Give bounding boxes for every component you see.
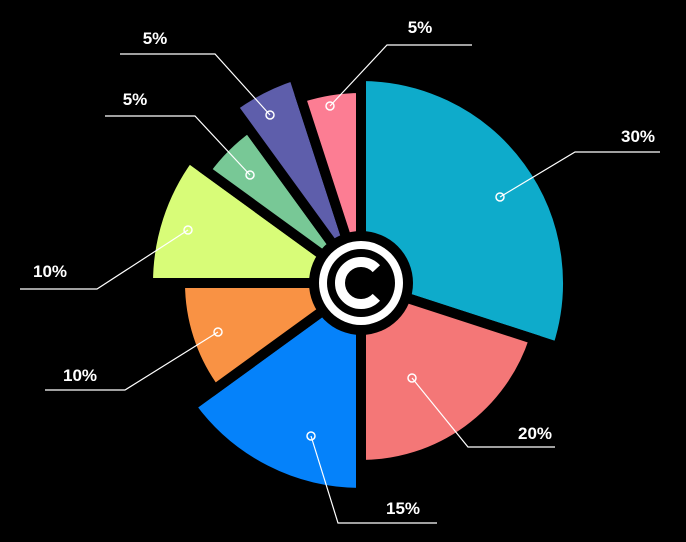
- leader-dot: [407, 373, 417, 383]
- slice-label: 5%: [143, 29, 168, 48]
- pie-slice: [356, 276, 541, 471]
- leader-dot: [265, 110, 275, 120]
- pie-slice: [142, 150, 377, 288]
- pie-slice: [184, 273, 366, 499]
- leader-line: [120, 53, 271, 116]
- copyright-logo-icon: [309, 231, 413, 335]
- leader-line: [329, 44, 472, 107]
- leader-line: [411, 377, 555, 448]
- pie-slice: [225, 69, 366, 286]
- slice-label: 15%: [386, 499, 420, 518]
- leader-line: [310, 435, 437, 524]
- leader-line: [105, 115, 251, 176]
- leader-dot: [325, 101, 335, 111]
- slice-label: 30%: [621, 127, 655, 146]
- slice-label: 10%: [33, 262, 67, 281]
- slice-label: 20%: [518, 424, 552, 443]
- leader-dot: [306, 431, 316, 441]
- leader-line: [45, 331, 219, 391]
- slice-label: 5%: [408, 18, 433, 37]
- leader-line: [20, 229, 189, 290]
- leader-dot: [245, 170, 255, 180]
- leader-dot: [213, 327, 223, 337]
- slice-label: 10%: [63, 366, 97, 385]
- slice-label: 5%: [123, 90, 148, 109]
- leader-dot: [183, 225, 193, 235]
- pie-slice: [174, 278, 377, 397]
- leader-dot: [495, 192, 505, 202]
- leader-line: [499, 151, 660, 198]
